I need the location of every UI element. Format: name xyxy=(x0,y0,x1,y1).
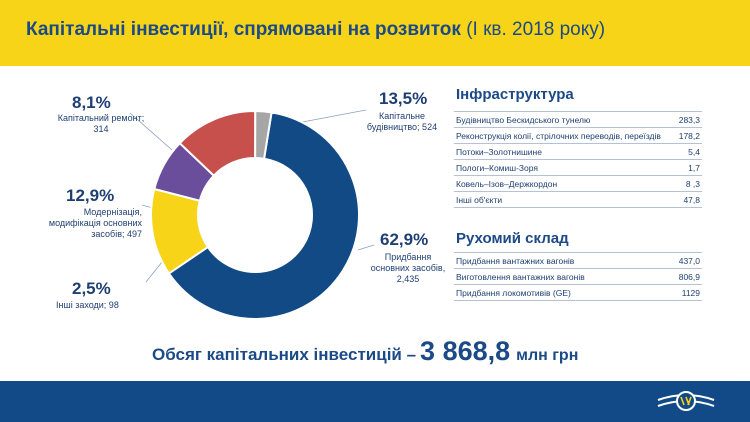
label-line: засобів; 497 xyxy=(91,229,142,239)
label-line: Капітальне xyxy=(378,111,426,121)
rolling-stock-title: Рухомий склад xyxy=(456,230,569,247)
table-row: Ковель–Ізов–Держкордон 8 ,3 xyxy=(454,175,702,192)
row-value: 283,3 xyxy=(675,111,702,128)
label-pct-construction: 13,5% xyxy=(379,89,428,108)
total-prefix: Обсяг капітальних інвестицій – xyxy=(152,345,417,364)
label-text-acquisition: Придбання основних засобів, 2,435 xyxy=(364,252,452,285)
row-value: 1,7 xyxy=(675,159,702,176)
slice-other xyxy=(254,109,273,160)
total-unit: млн грн xyxy=(516,347,579,364)
label-line: будівництво; 524 xyxy=(366,122,438,132)
row-name: Будівництво Бескидського тунелю xyxy=(454,111,676,128)
row-value: 5,4 xyxy=(675,143,702,160)
railway-logo-icon xyxy=(657,391,715,411)
label-line: Придбання xyxy=(384,252,432,262)
row-name: Потоки–Золотнишине xyxy=(454,143,676,160)
row-value: 806,9 xyxy=(662,268,702,285)
infrastructure-title: Інфраструктура xyxy=(456,86,574,103)
label-line: 2,435 xyxy=(396,274,420,284)
label-pct-other: 2,5% xyxy=(72,279,111,298)
rolling-stock-table: Придбання вантажних вагонів 437,0 Виготовл… xyxy=(454,252,702,301)
row-name: Придбання локомотивів (GE) xyxy=(454,284,663,301)
row-value: 437,0 xyxy=(662,252,702,269)
label-line: модифікація основних xyxy=(48,218,142,228)
label-text-construction: Капітальне будівництво; 524 xyxy=(360,111,444,133)
row-name: Виготовлення вантажних вагонів xyxy=(454,268,663,285)
table-row: Придбання вантажних вагонів 437,0 xyxy=(454,252,702,269)
leader-line-acquisition xyxy=(357,244,375,251)
header-bar: Капітальні інвестиції, спрямовані на роз… xyxy=(0,0,750,66)
total-amount: 3 868,8 xyxy=(420,336,511,366)
table-row: Виготовлення вантажних вагонів 806,9 xyxy=(454,268,702,285)
table-row: Будівництво Бескидського тунелю 283,3 xyxy=(454,111,702,128)
label-text-other: Інші заходи; 98 xyxy=(56,300,119,310)
label-pct-modernization: 12,9% xyxy=(66,186,115,205)
row-name: Реконструкція колії, стрілочних переводі… xyxy=(454,127,676,144)
row-value: 47,8 xyxy=(675,191,702,208)
label-line: Модернізація, xyxy=(83,207,142,217)
label-pct-repair: 8,1% xyxy=(72,93,111,112)
row-name: Придбання вантажних вагонів xyxy=(454,252,663,269)
table-row: Інші об'єкти 47,8 xyxy=(454,191,702,208)
donut-chart xyxy=(150,109,360,320)
table-row: Реконструкція колії, стрілочних переводі… xyxy=(454,127,702,144)
table-row: Потоки–Золотнишине 5,4 xyxy=(454,143,702,160)
table-row: Пологи–Комиш-Зоря 1,7 xyxy=(454,159,702,176)
page-title: Капітальні інвестиції, спрямовані на роз… xyxy=(26,19,605,41)
row-name: Пологи–Комиш-Зоря xyxy=(454,159,676,176)
row-value: 8 ,3 xyxy=(675,175,702,192)
row-value: 178,2 xyxy=(675,127,702,144)
label-text-modernization: Модернізація, модифікація основних засоб… xyxy=(44,207,142,240)
row-value: 1129 xyxy=(662,284,702,301)
total-investment: Обсяг капітальних інвестицій –3 868,8 млн… xyxy=(152,336,578,367)
title-main: Капітальні інвестиції, спрямовані на роз… xyxy=(26,19,461,40)
row-name: Ковель–Ізов–Держкордон xyxy=(454,175,676,192)
row-name: Інші об'єкти xyxy=(454,191,676,208)
label-line: 314 xyxy=(93,124,109,134)
infrastructure-table: Будівництво Бескидського тунелю 283,3 Реко… xyxy=(454,111,702,208)
label-line: основних засобів, xyxy=(370,263,446,273)
slice-acquisition xyxy=(167,111,360,320)
label-text-repair: Капітальний ремонт; 314 xyxy=(56,113,146,135)
label-line: Капітальний ремонт; xyxy=(57,113,145,123)
label-pct-acquisition: 62,9% xyxy=(380,230,429,249)
footer-bar xyxy=(0,381,750,422)
table-row: Придбання локомотивів (GE) 1129 xyxy=(454,284,702,301)
title-period: (І кв. 2018 року) xyxy=(466,19,606,40)
